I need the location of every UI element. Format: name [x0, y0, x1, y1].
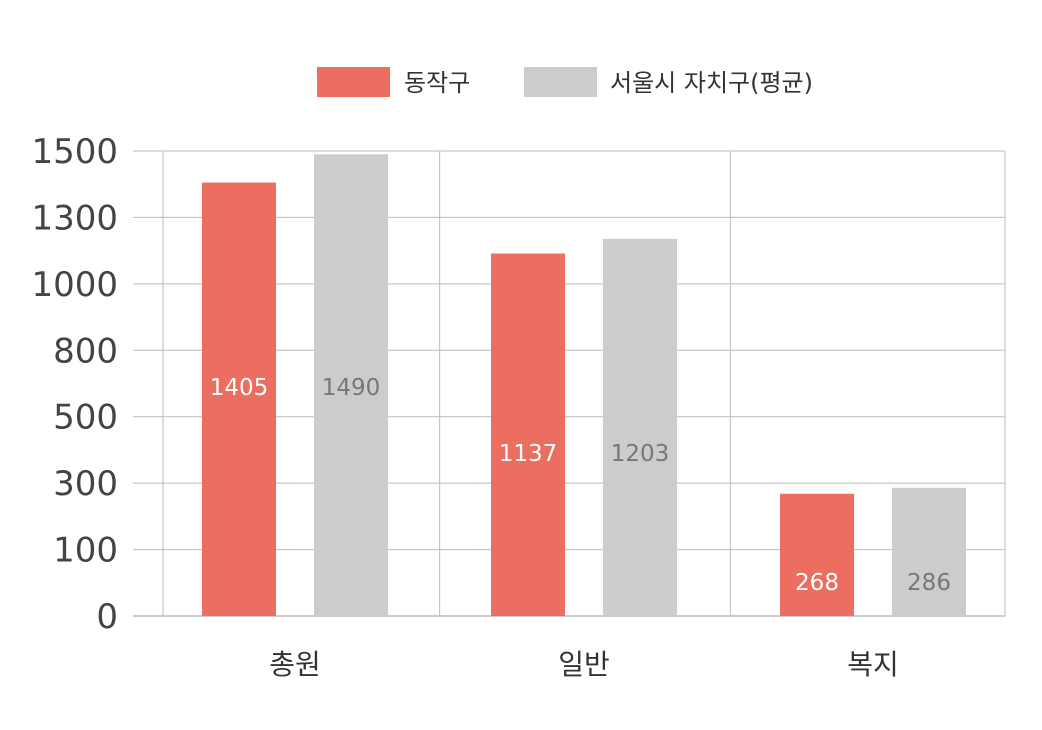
bar-labels: 1405 1490 1137 1203 268 286	[210, 375, 951, 596]
y-tick-label: 100	[53, 531, 118, 571]
legend-swatch-2	[524, 67, 597, 97]
data-label: 1137	[499, 441, 558, 467]
y-axis-ticks: 0 100 300 500 800 1000 1300 1500	[31, 132, 118, 637]
bar-1-2	[491, 253, 565, 616]
bar-1-1	[202, 182, 276, 616]
x-axis-ticks: 총원 일반 복지	[269, 648, 899, 681]
x-tick-label: 복지	[847, 648, 899, 681]
y-tick-label: 1000	[31, 265, 118, 305]
y-tick-label: 300	[53, 464, 118, 504]
y-tick-label: 1300	[31, 198, 118, 238]
data-label: 268	[795, 570, 839, 596]
y-tick-label: 500	[53, 398, 118, 438]
legend: 동작구 서울시 자치구(평균)	[317, 67, 813, 97]
x-tick-label: 일반	[558, 648, 610, 681]
y-tick-label: 1500	[31, 132, 118, 172]
data-label: 1490	[322, 375, 381, 401]
bar-2-2	[603, 238, 677, 616]
bar-2-1	[314, 154, 388, 617]
data-label: 286	[907, 570, 951, 596]
legend-label-1: 동작구	[404, 69, 470, 97]
legend-label-2: 서울시 자치구(평균)	[610, 69, 813, 97]
bar-2-3	[892, 487, 966, 616]
x-tick-label: 총원	[269, 648, 321, 681]
data-label: 1405	[210, 375, 269, 401]
grid	[133, 150, 1006, 617]
data-label: 1203	[611, 441, 670, 467]
bars	[202, 154, 966, 617]
bar-1-3	[780, 493, 854, 616]
legend-swatch-1	[317, 67, 390, 97]
y-tick-label: 800	[53, 331, 118, 371]
y-tick-label: 0	[96, 597, 118, 637]
